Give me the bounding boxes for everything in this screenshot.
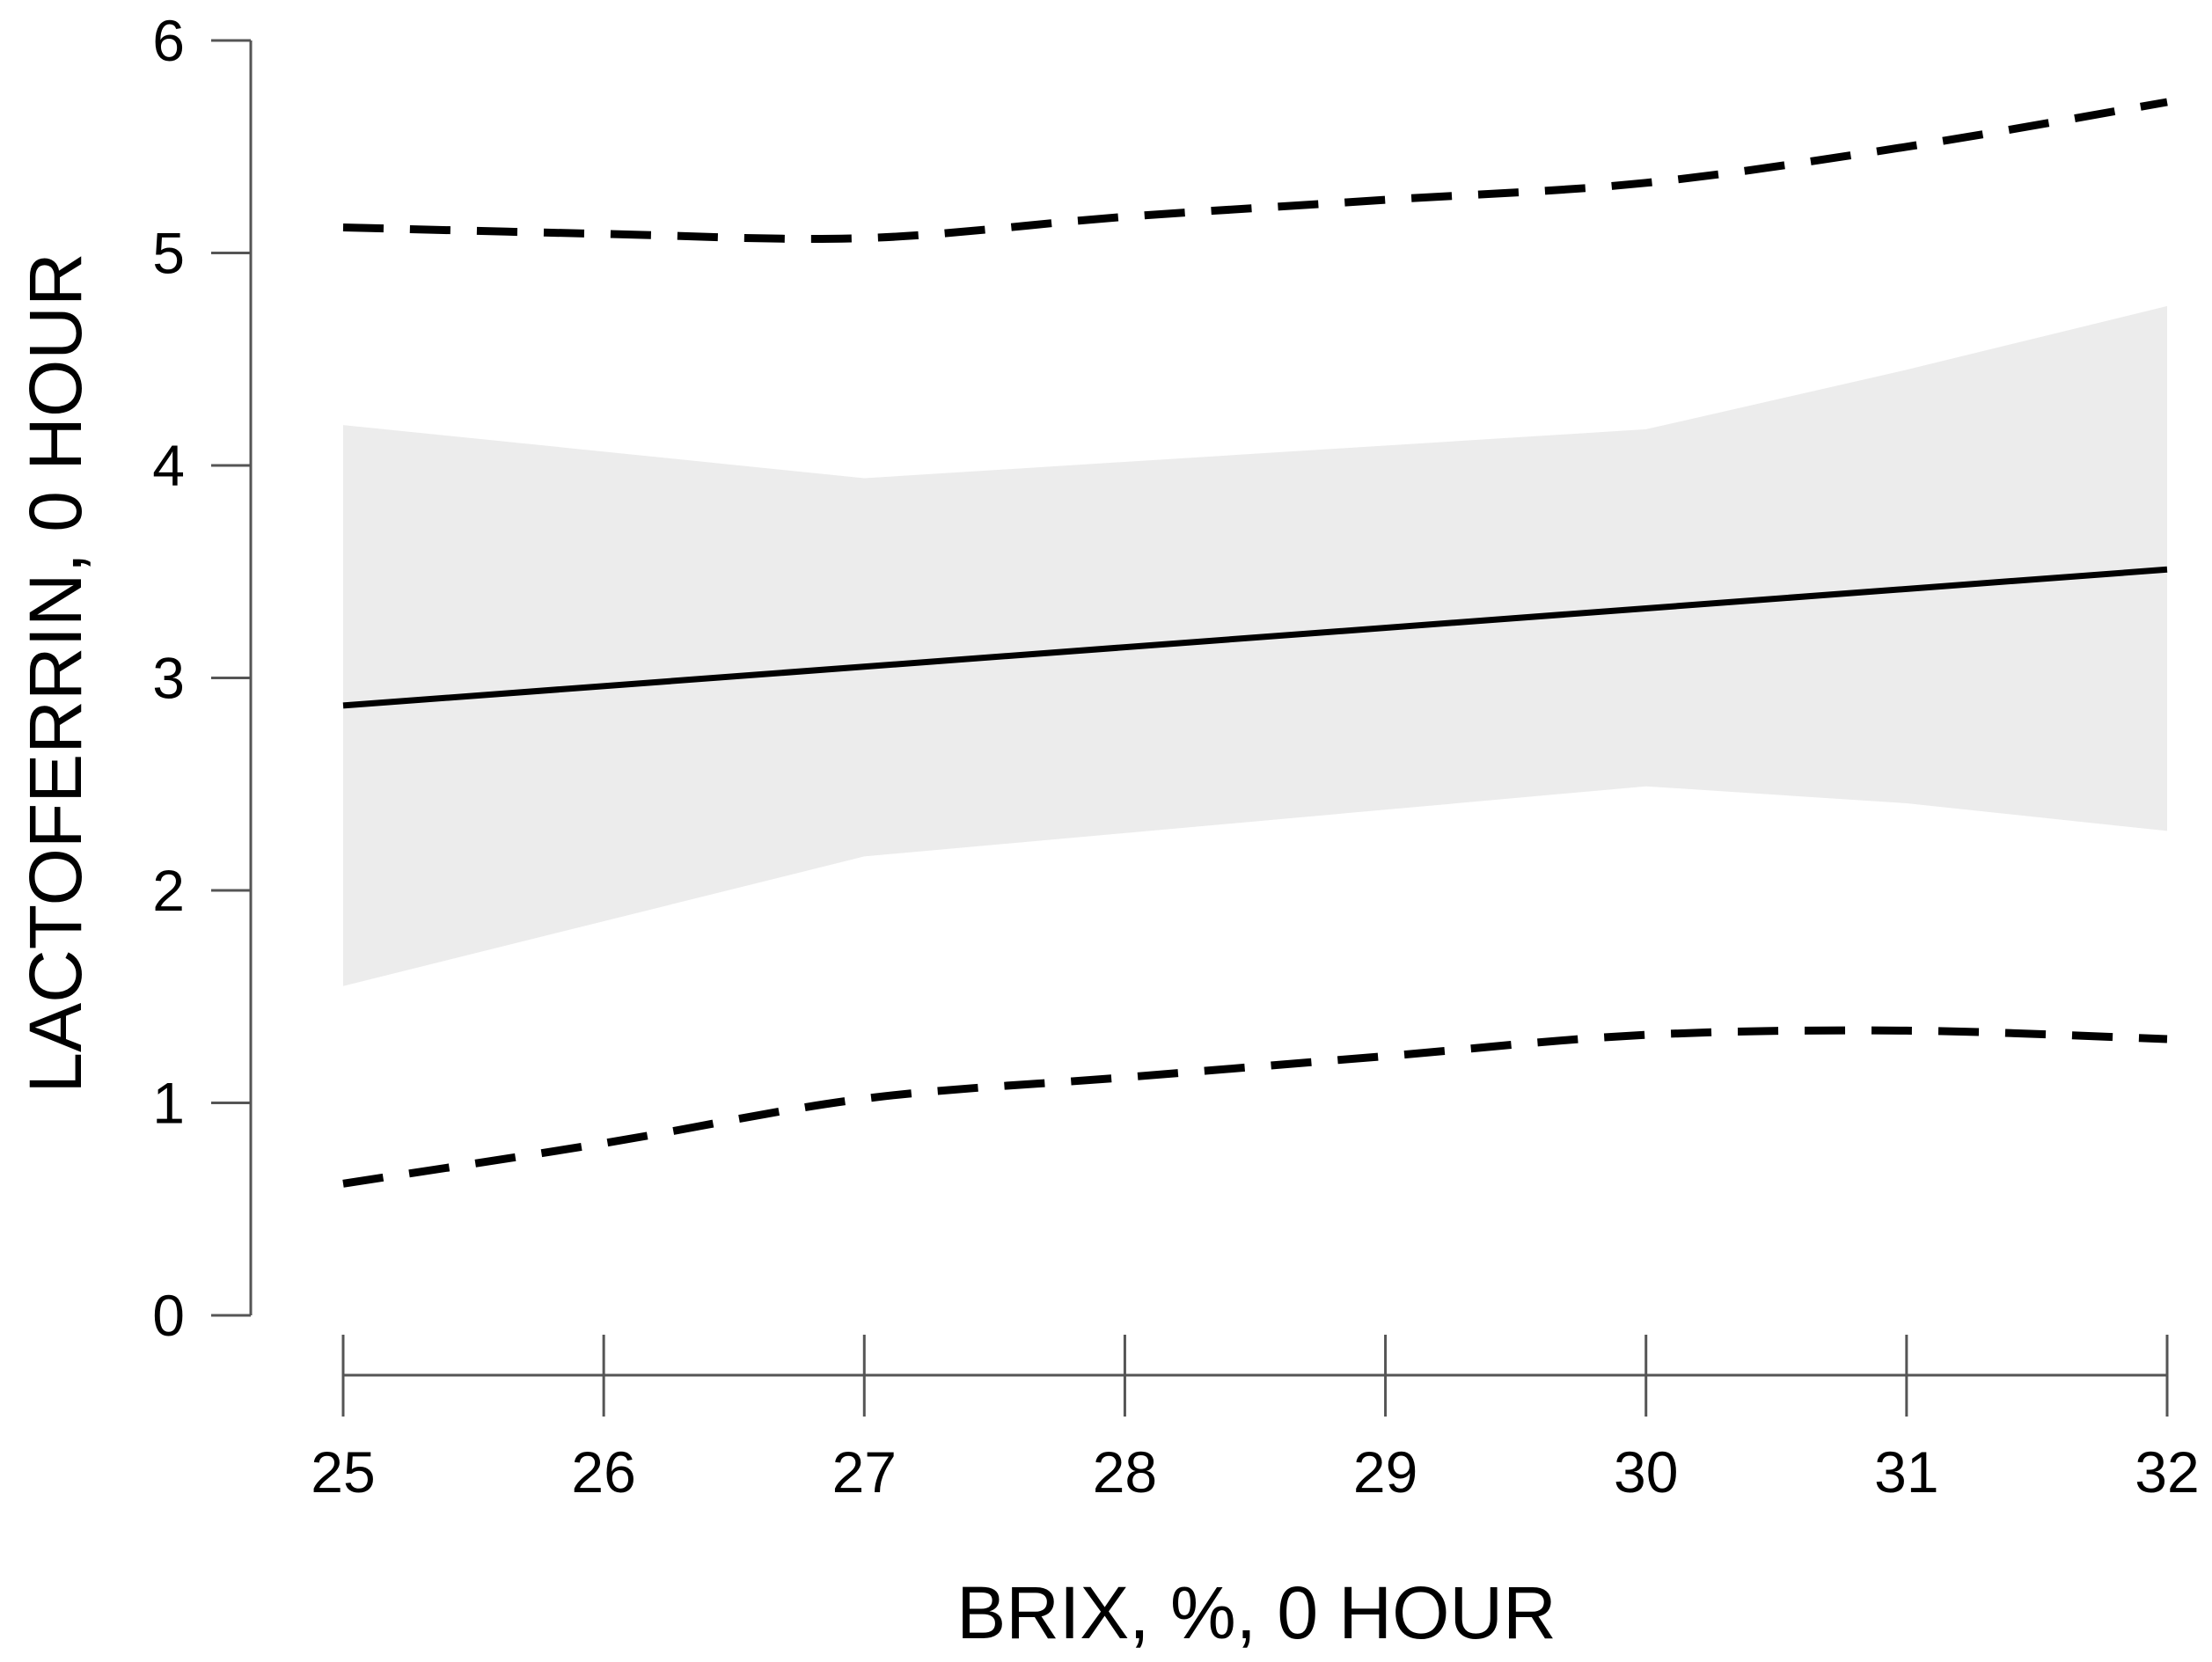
x-tick-label: 27 bbox=[832, 1439, 897, 1505]
x-tick-label: 26 bbox=[571, 1439, 635, 1505]
y-axis: 0 1 2 3 4 5 6 bbox=[152, 8, 253, 1348]
y-tick-label: 2 bbox=[152, 858, 185, 923]
y-tick-label: 0 bbox=[152, 1283, 185, 1348]
y-axis-title: LACTOFERRIN, 0 HOUR bbox=[14, 253, 97, 1093]
upper-prediction-line bbox=[342, 98, 2168, 244]
x-tick-label: 28 bbox=[1093, 1439, 1157, 1505]
y-tick-label: 3 bbox=[152, 646, 185, 711]
x-axis: 25 26 27 28 29 30 31 32 bbox=[311, 1335, 2200, 1505]
lower-prediction-line bbox=[342, 1026, 2168, 1188]
y-tick-label: 5 bbox=[152, 221, 185, 286]
y-tick-label: 6 bbox=[152, 8, 185, 73]
x-tick-label: 32 bbox=[2135, 1439, 2199, 1505]
x-axis-title: BRIX, %, 0 HOUR bbox=[956, 1571, 1556, 1654]
x-tick-label: 29 bbox=[1353, 1439, 1417, 1505]
x-tick-label: 25 bbox=[311, 1439, 375, 1505]
y-tick-label: 4 bbox=[152, 433, 185, 498]
x-tick-label: 31 bbox=[1874, 1439, 1938, 1505]
band-layer bbox=[343, 305, 2167, 986]
fit-line bbox=[342, 566, 2168, 709]
x-tick-label: 30 bbox=[1614, 1439, 1678, 1505]
line-layer bbox=[342, 98, 2168, 1188]
confidence-band bbox=[343, 305, 2167, 986]
y-tick-label: 1 bbox=[152, 1071, 185, 1136]
